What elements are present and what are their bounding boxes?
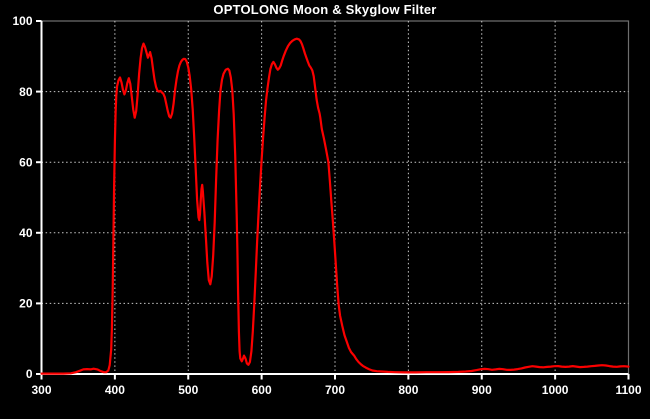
x-tick-label: 300 (31, 383, 51, 397)
x-tick-label: 900 (472, 383, 492, 397)
y-tick-label: 40 (19, 226, 33, 240)
y-tick-label: 0 (26, 367, 33, 381)
y-tick-label: 60 (19, 155, 33, 169)
transmission-curve (40, 37, 630, 375)
y-tick-label: 100 (12, 14, 32, 28)
chart-title: OPTOLONG Moon & Skyglow Filter (213, 2, 437, 17)
x-tick-label: 1000 (542, 383, 569, 397)
y-tick-label: 20 (19, 297, 33, 311)
x-tick-label: 400 (105, 383, 125, 397)
x-tick-label: 600 (252, 383, 272, 397)
plot-box-border (41, 20, 630, 374)
x-tick-label: 500 (178, 383, 198, 397)
y-tick-label: 80 (19, 85, 33, 99)
x-tick-label: 1100 (615, 383, 641, 397)
x-tick-label: 800 (398, 383, 418, 397)
x-tick-label: 700 (325, 383, 345, 397)
